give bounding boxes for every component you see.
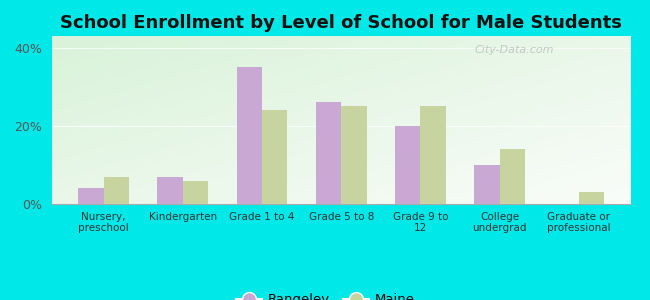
Bar bbox=[78, 188, 103, 204]
Legend: Rangeley, Maine: Rangeley, Maine bbox=[230, 288, 420, 300]
Bar bbox=[395, 126, 421, 204]
Bar bbox=[237, 67, 262, 204]
Bar bbox=[500, 149, 525, 204]
Bar bbox=[157, 177, 183, 204]
Title: School Enrollment by Level of School for Male Students: School Enrollment by Level of School for… bbox=[60, 14, 622, 32]
Bar bbox=[474, 165, 500, 204]
Bar bbox=[183, 181, 208, 204]
Bar bbox=[262, 110, 287, 204]
Bar bbox=[421, 106, 446, 204]
Bar bbox=[579, 192, 604, 204]
Bar bbox=[316, 102, 341, 204]
Bar bbox=[103, 177, 129, 204]
Text: City-Data.com: City-Data.com bbox=[474, 45, 554, 55]
Bar bbox=[341, 106, 367, 204]
